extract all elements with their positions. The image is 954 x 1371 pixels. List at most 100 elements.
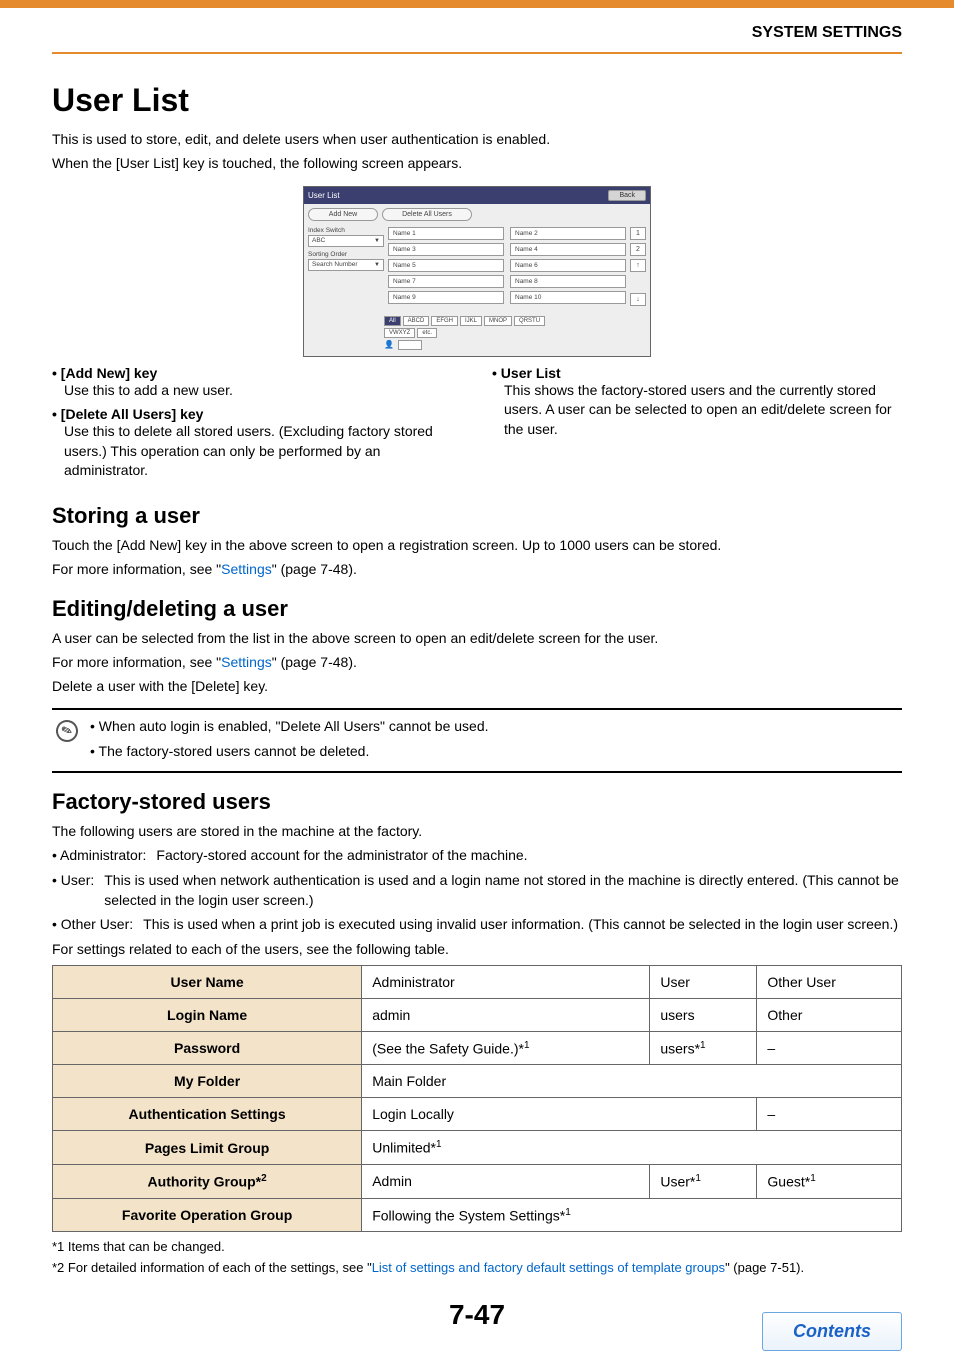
top-accent-bar bbox=[0, 0, 954, 8]
storing-p2a: For more information, see " bbox=[52, 561, 221, 577]
role-admin-lbl: • Administrator: bbox=[52, 845, 146, 865]
page-title: User List bbox=[52, 82, 902, 119]
table-row-head: Password bbox=[53, 1031, 362, 1065]
role-other-txt: This is used when a print job is execute… bbox=[143, 914, 898, 934]
factory-tail: For settings related to each of the user… bbox=[52, 939, 902, 959]
tab-vwxyz[interactable]: VWXYZ bbox=[384, 328, 415, 338]
user-item[interactable]: Name 5 bbox=[388, 259, 504, 272]
role-other-lbl: • Other User: bbox=[52, 914, 133, 934]
table-cell: (See the Safety Guide.)*1 bbox=[362, 1031, 650, 1065]
tab-all[interactable]: All bbox=[384, 316, 401, 326]
add-new-head: [Add New] key bbox=[52, 365, 157, 381]
tab-qrstu[interactable]: QRSTU bbox=[514, 316, 545, 326]
role-user-txt: This is used when network authentication… bbox=[104, 870, 902, 911]
index-switch-select[interactable]: ABC▼ bbox=[308, 235, 384, 247]
table-cell: Main Folder bbox=[362, 1065, 902, 1098]
table-cell: Admin bbox=[362, 1165, 650, 1199]
settings-table: User NameAdministratorUserOther UserLogi… bbox=[52, 965, 902, 1233]
tab-ijkl[interactable]: IJKL bbox=[460, 316, 482, 326]
scroll-up[interactable]: ↑ bbox=[630, 259, 646, 272]
storing-p2: For more information, see "Settings" (pa… bbox=[52, 559, 902, 579]
footnote-2: *2 For detailed information of each of t… bbox=[52, 1259, 902, 1277]
table-cell: users bbox=[650, 998, 757, 1031]
index-switch-label: Index Switch bbox=[308, 227, 384, 234]
role-admin: • Administrator: Factory-stored account … bbox=[52, 845, 902, 865]
sorting-label: Sorting Order bbox=[308, 251, 384, 258]
table-row-head: Favorite Operation Group bbox=[53, 1198, 362, 1232]
index-switch-value: ABC bbox=[312, 237, 325, 244]
role-user: • User: This is used when network authen… bbox=[52, 870, 902, 911]
sorting-value: Search Number bbox=[312, 261, 358, 268]
settings-link-2[interactable]: Settings bbox=[221, 654, 272, 670]
tab-abcd[interactable]: ABCD bbox=[403, 316, 430, 326]
table-cell: Guest*1 bbox=[757, 1165, 902, 1199]
user-item[interactable]: Name 10 bbox=[510, 291, 626, 304]
touch-ui-screenshot: User List Back Add New Delete All Users … bbox=[303, 186, 651, 357]
user-item[interactable]: Name 8 bbox=[510, 275, 626, 288]
delete-all-head: [Delete All Users] key bbox=[52, 406, 203, 422]
user-list-body: This shows the factory-stored users and … bbox=[504, 381, 902, 440]
page-1[interactable]: 1 bbox=[630, 227, 646, 240]
settings-link[interactable]: Settings bbox=[221, 561, 272, 577]
tab-etc[interactable]: etc. bbox=[417, 328, 437, 338]
explanations: [Add New] key Use this to add a new user… bbox=[52, 365, 902, 487]
chevron-down-icon: ▼ bbox=[374, 262, 380, 268]
delete-all-button[interactable]: Delete All Users bbox=[382, 208, 472, 221]
index-tabs: All ABCD EFGH IJKL MNOP QRSTU VWXYZ etc. bbox=[304, 312, 650, 340]
table-cell: admin bbox=[362, 998, 650, 1031]
table-row-head: Login Name bbox=[53, 998, 362, 1031]
delete-all-desc: [Delete All Users] key Use this to delet… bbox=[52, 406, 462, 481]
user-grid: Name 1 Name 2 Name 3 Name 4 Name 5 Name 6 N… bbox=[388, 227, 626, 306]
storing-p1: Touch the [Add New] key in the above scr… bbox=[52, 535, 902, 555]
user-item[interactable]: Name 2 bbox=[510, 227, 626, 240]
tab-mnop[interactable]: MNOP bbox=[484, 316, 512, 326]
table-row-head: User Name bbox=[53, 965, 362, 998]
user-item[interactable]: Name 7 bbox=[388, 275, 504, 288]
user-item[interactable]: Name 1 bbox=[388, 227, 504, 240]
add-new-button[interactable]: Add New bbox=[308, 208, 378, 221]
user-item[interactable]: Name 6 bbox=[510, 259, 626, 272]
user-icon: 👤 bbox=[384, 340, 394, 350]
editing-p3: Delete a user with the [Delete] key. bbox=[52, 676, 902, 696]
back-button[interactable]: Back bbox=[608, 190, 646, 201]
editing-heading: Editing/deleting a user bbox=[52, 596, 902, 622]
table-cell: Login Locally bbox=[362, 1098, 757, 1131]
user-slot[interactable] bbox=[398, 340, 422, 350]
sorting-select[interactable]: Search Number ▼ bbox=[308, 259, 384, 271]
table-row-head: Authentication Settings bbox=[53, 1098, 362, 1131]
template-groups-link[interactable]: List of settings and factory default set… bbox=[372, 1260, 725, 1275]
user-item[interactable]: Name 9 bbox=[388, 291, 504, 304]
ui-sidebar: Index Switch ABC▼ Sorting Order Search N… bbox=[308, 227, 384, 306]
intro-block: This is used to store, edit, and delete … bbox=[52, 129, 902, 174]
add-new-body: Use this to add a new user. bbox=[64, 381, 462, 401]
page-2[interactable]: 2 bbox=[630, 243, 646, 256]
table-cell: Other bbox=[757, 998, 902, 1031]
table-cell: – bbox=[757, 1031, 902, 1065]
ui-titlebar: User List Back bbox=[304, 187, 650, 204]
role-admin-txt: Factory-stored account for the administr… bbox=[156, 845, 527, 865]
editing-p2a: For more information, see " bbox=[52, 654, 221, 670]
tab-efgh[interactable]: EFGH bbox=[431, 316, 458, 326]
storing-p2b: " (page 7-48). bbox=[272, 561, 357, 577]
user-item[interactable]: Name 3 bbox=[388, 243, 504, 256]
storing-heading: Storing a user bbox=[52, 503, 902, 529]
table-cell: users*1 bbox=[650, 1031, 757, 1065]
factory-heading: Factory-stored users bbox=[52, 789, 902, 815]
footnote-1: *1 Items that can be changed. bbox=[52, 1238, 902, 1256]
scroll-down[interactable]: ↓ bbox=[630, 293, 646, 306]
pager: 1 2 ↑ ↓ bbox=[630, 227, 646, 306]
user-item[interactable]: Name 4 bbox=[510, 243, 626, 256]
editing-p2: For more information, see "Settings" (pa… bbox=[52, 652, 902, 672]
page: SYSTEM SETTINGS User List This is used t… bbox=[0, 8, 954, 1371]
role-other: • Other User: This is used when a print … bbox=[52, 914, 902, 934]
table-row-head: Pages Limit Group bbox=[53, 1131, 362, 1165]
table-cell: – bbox=[757, 1098, 902, 1131]
ui-toolbar: Add New Delete All Users bbox=[304, 204, 650, 225]
editing-p2b: " (page 7-48). bbox=[272, 654, 357, 670]
note-line-2: • The factory-stored users cannot be del… bbox=[90, 741, 489, 761]
table-cell: User bbox=[650, 965, 757, 998]
footnote-2b: " (page 7-51). bbox=[725, 1260, 804, 1275]
intro-line-2: When the [User List] key is touched, the… bbox=[52, 153, 902, 173]
note-box: ✎ • When auto login is enabled, "Delete … bbox=[52, 708, 902, 773]
contents-button[interactable]: Contents bbox=[762, 1312, 902, 1351]
